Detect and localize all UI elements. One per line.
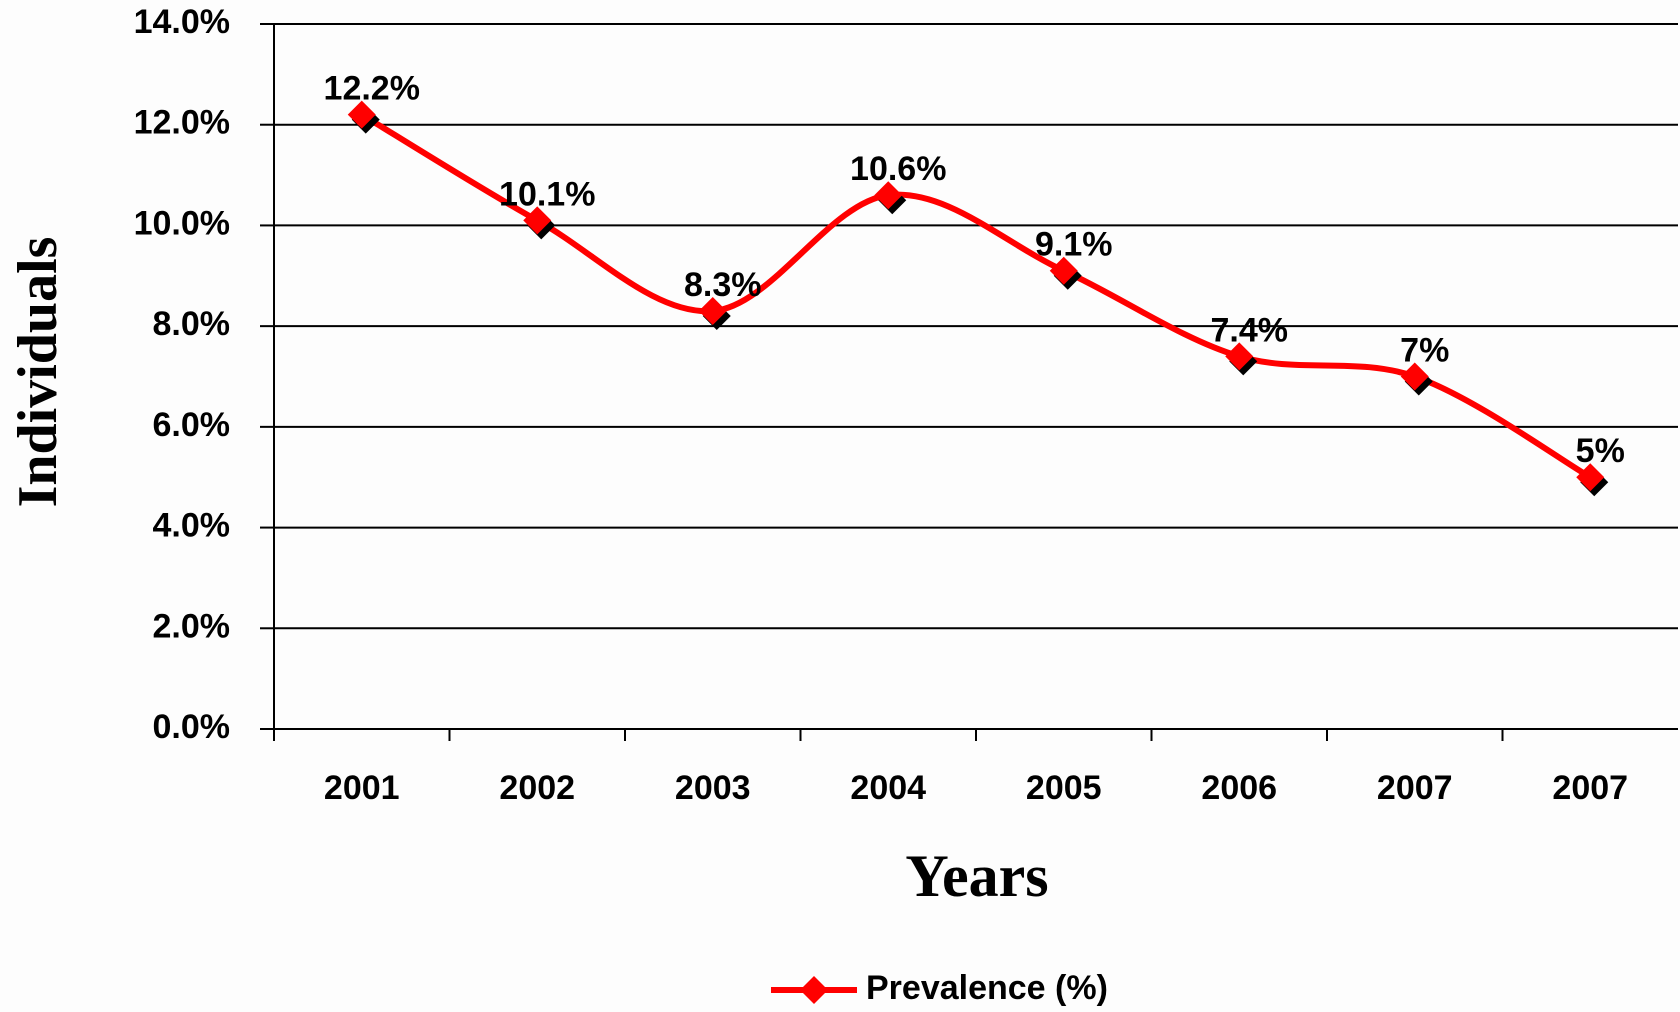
data-label: 9.1% [1035,226,1113,264]
data-marker [1576,463,1605,492]
legend-marker [800,976,828,1004]
x-tick-label: 2005 [1026,769,1102,807]
x-tick-label: 2006 [1201,769,1277,807]
data-marker [523,206,552,235]
y-tick-label: 8.0% [153,305,231,343]
y-tick-label: 0.0% [153,708,231,746]
x-tick-label: 2001 [324,769,400,807]
legend-label: Prevalence (%) [866,969,1108,1007]
data-marker [1400,362,1429,391]
data-line [360,112,1592,480]
data-marker [1225,342,1254,371]
data-label: 5% [1576,432,1625,470]
y-tick-label: 12.0% [134,104,230,142]
x-tick-label: 2002 [499,769,575,807]
x-tick-label: 2007 [1552,769,1628,807]
data-marker [347,100,376,129]
x-axis-label: Years [905,843,1048,909]
y-tick-label: 6.0% [153,406,231,444]
data-label: 7% [1400,331,1449,369]
x-tick-label: 2007 [1377,769,1453,807]
data-marker [698,297,727,326]
y-tick-label: 10.0% [134,204,230,242]
x-tick-label: 2004 [850,769,926,807]
data-marker [1049,256,1078,285]
data-label: 10.1% [499,175,595,213]
y-tick-label: 14.0% [134,3,230,41]
y-axis-label: Individuals [7,237,69,508]
y-tick-label: 4.0% [153,507,231,545]
data-marker [874,181,903,210]
data-label: 7.4% [1211,311,1289,349]
y-tick-label: 2.0% [153,607,231,645]
data-label: 10.6% [850,150,946,188]
data-label: 12.2% [324,70,420,108]
data-label: 8.3% [684,266,762,304]
x-tick-label: 2003 [675,769,751,807]
